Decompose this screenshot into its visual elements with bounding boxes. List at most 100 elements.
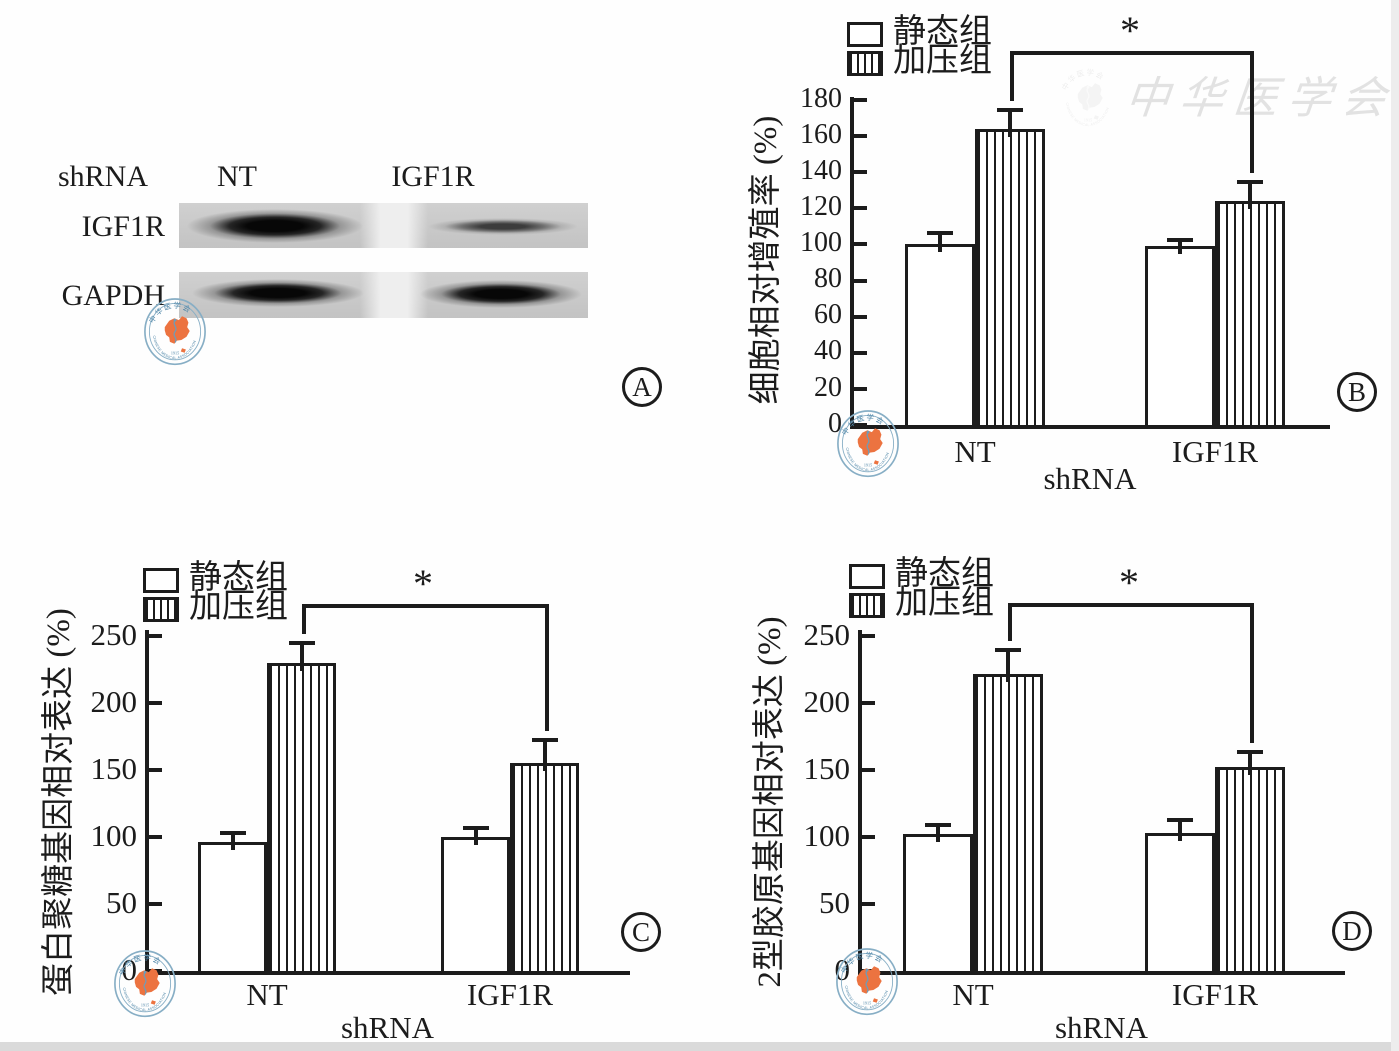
y-axis-tick [149,701,162,705]
error-bar-stem [1248,752,1252,776]
significance-bracket-left-leg [1010,51,1014,101]
page-edge-right [1391,0,1399,1051]
error-bar-cap [995,647,1021,652]
panel-b-label: B [1337,372,1377,412]
legend-label-striped: 加压组 [895,585,994,621]
y-axis-tick [854,98,867,102]
bar-igf1r-striped [1215,767,1285,974]
cma-seal-watermark-faint: 中华医学会 CHINESE MEDICAL ASSOCIATION 1915 [1056,62,1120,139]
legend-swatch-striped [847,51,883,76]
panel-d-label: D [1332,911,1372,951]
cma-seal-watermark: 中华医学会 CHINESE MEDICAL ASSOCIATION 1915 [836,407,900,484]
y-axis-title: 细胞相对增殖率 (%) [748,115,784,405]
y-tick-label: 0 [828,407,842,439]
y-tick-label: 80 [814,263,842,295]
cma-seal-watermark: 中华医学会 CHINESE MEDICAL ASSOCIATION 1915 [835,945,899,1022]
cma-seal-watermark: 中华医学会 CHINESE MEDICAL ASSOCIATION 1915 [143,295,207,372]
y-axis-tick [862,634,875,638]
y-axis-tick [854,170,867,175]
y-tick-label: 120 [800,190,842,222]
bar-nt-open [905,244,975,428]
svg-text:1915: 1915 [171,351,179,356]
blot-band-igf1r-igf1r [428,218,578,235]
blot-lane-gap [360,203,428,248]
y-axis-tick [149,634,162,638]
bar-nt-striped [975,128,1045,428]
x-category-label-nt: NT [952,977,994,1012]
y-tick-label: 50 [106,884,137,920]
x-category-label-igf1r: IGF1R [1171,977,1259,1012]
y-axis-line [145,630,149,975]
panel-a-blot: shRNA NT IGF1R IGF1R GAPDH A 中华医学会 CHINE… [0,0,700,430]
y-tick-label: 0 [121,951,138,987]
legend-label-striped: 加压组 [189,589,288,625]
y-tick-label: 150 [803,750,851,786]
error-bar-cap [1167,817,1193,822]
bar-nt-striped [267,662,336,974]
legend-swatch-striped [143,597,179,622]
y-axis-line [850,97,854,429]
page-edge-bottom [0,1042,1399,1051]
significance-bracket-right-leg [544,604,549,731]
x-category-label-igf1r: IGF1R [1171,434,1259,469]
x-category-label-nt: NT [246,977,288,1012]
y-tick-label: 100 [803,817,851,853]
cma-seal-watermark: 中华医学会 CHINESE MEDICAL ASSOCIATION 1915 [113,947,177,1024]
y-axis-tick [862,835,875,839]
y-axis-tick [854,278,867,283]
y-axis-tick [862,701,875,705]
significance-bracket-right-leg [1250,603,1254,743]
y-tick-label: 40 [814,335,842,367]
blot-shrna-header: shRNA [58,160,149,193]
y-tick-label: 20 [814,371,842,403]
significance-bracket-left-leg [301,604,306,635]
x-axis-line [858,971,1345,975]
y-axis-tick [149,835,162,839]
error-bar-cap [997,107,1023,112]
blot-band-gapdh-igf1r [420,280,582,308]
y-axis-tick [854,423,867,427]
error-bar-stem [542,740,547,772]
x-category-label-nt: NT [954,434,996,469]
blot-lane-nt-label: NT [217,160,257,193]
y-axis-tick [854,314,867,319]
x-axis-title: shRNA [1054,1010,1148,1045]
error-bar-cap [531,737,558,742]
legend-label-open: 静态组 [893,14,992,50]
legend-swatch-open [849,564,885,589]
y-tick-label: 140 [800,154,842,186]
x-axis-title: shRNA [340,1010,434,1045]
y-tick-label: 60 [814,299,842,331]
y-tick-label: 100 [90,817,138,853]
significance-bracket-top [301,604,549,608]
bar-igf1r-open [441,837,510,974]
error-bar-stem [1008,110,1012,137]
y-axis-tick [854,206,867,211]
legend-swatch-striped [849,593,885,618]
error-bar-stem [1178,240,1182,255]
svg-text:1915: 1915 [864,463,872,468]
error-bar-stem [936,826,940,843]
svg-text:1915: 1915 [141,1003,149,1008]
y-tick-label: 180 [800,82,842,114]
error-bar-cap [288,641,315,646]
error-bar-cap [925,823,951,828]
y-axis-tick [854,134,867,139]
blot-row-gapdh-label: GAPDH [61,279,165,312]
y-tick-label: 0 [834,951,851,987]
legend-label-open: 静态组 [895,556,994,592]
cma-script-watermark: 中华医学会 [1122,74,1399,123]
error-bar-stem [1006,650,1010,682]
y-tick-label: 100 [800,227,842,259]
error-bar-cap [1167,237,1193,242]
bar-igf1r-open [1145,246,1215,428]
significance-bracket-top [1008,603,1254,607]
significance-bracket-left-leg [1008,603,1012,641]
y-axis-tick [862,768,875,772]
blot-lane-igf1r-label: IGF1R [391,160,475,193]
legend-swatch-open [847,22,883,47]
error-bar-stem [473,828,478,845]
y-axis-tick [862,902,875,906]
significance-asterisk: * [1120,8,1140,53]
